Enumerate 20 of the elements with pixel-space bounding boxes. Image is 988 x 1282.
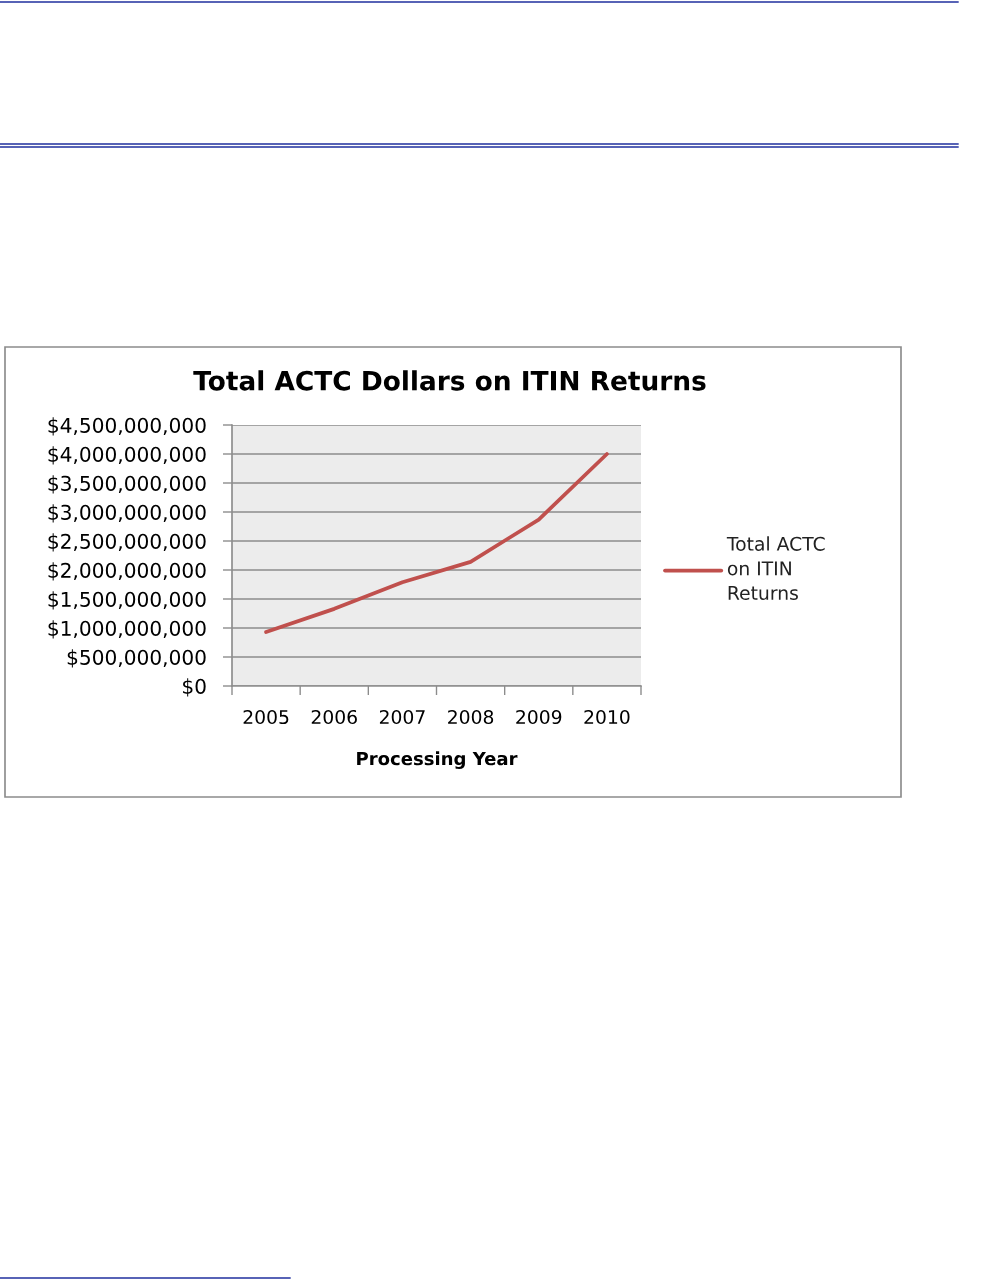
x-tick-label: 2010 bbox=[584, 709, 630, 725]
y-tick-label: $4,000,000,000 bbox=[48, 446, 206, 465]
x-tick-label: 2007 bbox=[379, 709, 425, 725]
chart-title: Total ACTC Dollars on ITIN Returns bbox=[193, 370, 706, 391]
y-tick-label: $2,000,000,000 bbox=[48, 562, 206, 581]
y-tick-label: $500,000,000 bbox=[67, 649, 206, 668]
y-tick-label: $4,500,000,000 bbox=[48, 417, 206, 436]
y-tick-label: $2,500,000,000 bbox=[48, 533, 206, 552]
y-tick-label: $3,500,000,000 bbox=[48, 475, 206, 494]
line-series bbox=[264, 452, 609, 634]
x-tick-label: 2009 bbox=[516, 709, 562, 725]
x-tick-label: 2005 bbox=[243, 709, 289, 725]
y-tick-label: $3,000,000,000 bbox=[48, 504, 206, 523]
y-tick-label: $0 bbox=[183, 678, 206, 697]
x-tick-label: 2008 bbox=[448, 709, 494, 725]
x-axis-title: Processing Year bbox=[357, 751, 518, 769]
x-tick-label: 2006 bbox=[311, 709, 357, 725]
y-tick-label: $1,000,000,000 bbox=[48, 620, 206, 639]
legend-label: Total ACTC on ITIN Returns bbox=[726, 536, 825, 600]
y-tick-label: $1,500,000,000 bbox=[48, 591, 206, 610]
